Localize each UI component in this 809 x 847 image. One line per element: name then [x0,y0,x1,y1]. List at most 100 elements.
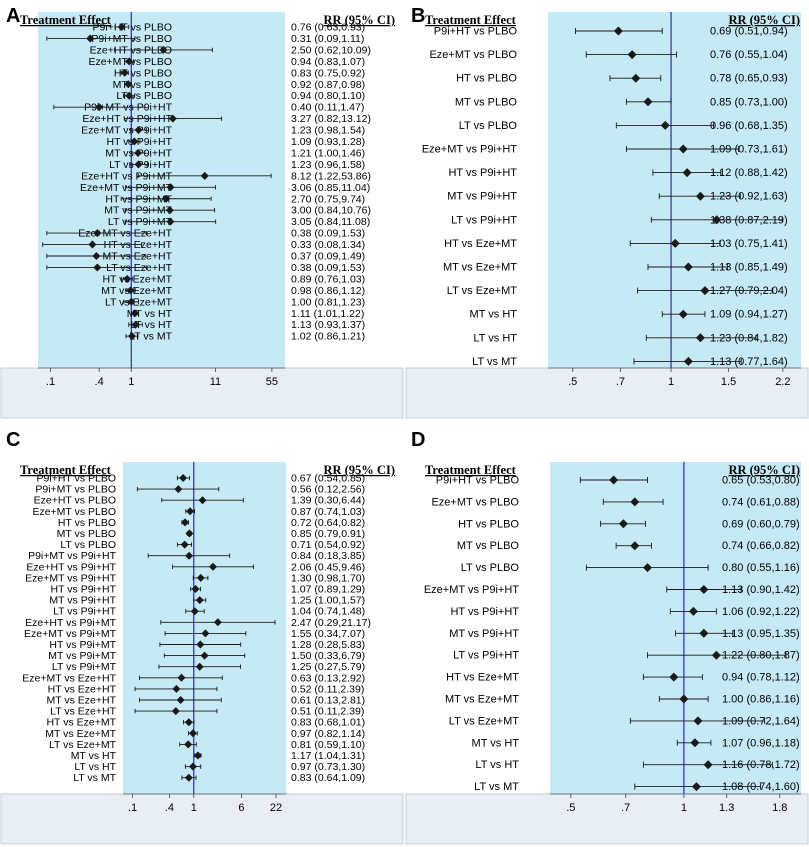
forest-row: MT vs Eze+HT 0.61 (0.13,2.81) [46,695,365,707]
forest-row: MT vs Eze+MT 0.98 (0.86,1.12) [101,285,365,297]
row-rr-ci: 1.13 (0.93,1.37) [291,319,365,331]
forest-row: Eze+MT vs P9i+MT 3.06 (0.85,11.04) [80,182,370,194]
rr-point-marker [669,672,679,682]
row-label: P9i+HT vs PLBO [434,26,518,38]
x-tick-label: 1.3 [719,802,734,814]
row-label: Eze+MT vs P9i+HT [424,584,519,596]
row-label: MT vs HT [470,309,518,321]
forest-row: MT vs HT 1.11 (1.01,1.22) [127,308,365,320]
row-rr-ci: 2.70 (0.75,9.74) [291,193,365,205]
forest-row: HT vs Eze+HT 0.33 (0.08,1.34) [42,239,365,251]
forest-row: LT vs MT 1.02 (0.86,1.21) [125,331,365,343]
forest-row: LT vs P9i+HT 1.23 (0.96,1.58) [109,159,365,171]
rr-point-marker [126,286,135,295]
forest-row: LT vs HT 0.97 (0.73,1.30) [74,761,365,773]
row-label: MT vs Eze+HT [102,251,172,263]
forest-row: P9i+MT vs P9i+HT 0.40 (0.11,1.47) [53,102,364,114]
rr-point-marker [693,716,703,726]
rr-point-marker [643,563,653,573]
row-label: P9i+HT vs PLBO [93,22,172,34]
forest-row: LT vs Eze+MT 0.81 (0.59,1.10) [49,739,365,751]
forest-row: LT vs MT 1.08 (0.74,1.60) [474,781,800,793]
header-rr-ci: RR (95% CI) [728,463,800,477]
rr-point-marker [190,607,199,616]
rr-point-marker [683,262,693,272]
row-rr-ci: 3.00 (0.84,10.76) [291,205,371,217]
row-label: Eze+MT vs P9i+HT [25,572,116,584]
forest-row: LT vs P9i+HT 1.38 (0.87,2.19) [451,214,788,226]
forest-row: HT vs P9i+MT 1.28 (0.28,5.83) [49,639,365,651]
row-label: HT vs P9i+HT [51,584,117,596]
row-rr-ci: 0.65 (0.53,0.80) [722,475,800,487]
row-label: LT vs P9i+MT [108,216,173,228]
row-label: LT vs PLBO [459,120,518,132]
forest-row: LT vs HT 1.16 (0.78,1.72) [475,759,799,771]
x-tick-label: 22 [270,802,282,814]
forest-panel-c: C Treatment Effect RR (95% CI) P9i+HT vs PL… [0,424,404,847]
row-label: Eze+HT vs PLBO [90,44,172,56]
rr-point-marker [120,68,129,77]
forest-row: P9i+HT vs PLBO 0.69 (0.51,0.94) [434,26,788,38]
row-label: MT vs Eze+MT [45,728,116,740]
rr-point-marker [695,191,705,201]
row-rr-ci: 1.23 (0.92,1.63) [710,191,788,203]
row-rr-ci: 1.12 (0.88,1.42) [710,167,788,179]
forest-row: Eze+HT vs P9i+MT 2.47 (0.29,21.17) [25,617,371,629]
header-treatment-effect: Treatment Effect [20,13,112,27]
row-rr-ci: 0.74 (0.61,0.88) [722,496,800,508]
rr-point-marker [117,23,126,31]
forest-row: HT vs PLBO 0.72 (0.64,0.82) [58,517,365,529]
forest-row: HT vs Eze+MT 0.94 (0.78,1.12) [446,672,800,684]
plot-area [550,462,801,794]
x-axis-band [405,367,809,419]
rr-point-marker [670,238,680,248]
rr-point-marker [195,596,204,605]
rr-point-marker [184,718,193,727]
forest-row: MT vs Eze+MT 1.13 (0.85,1.49) [443,262,788,274]
rr-point-marker [176,696,185,704]
rr-point-marker [660,120,670,130]
row-label: LT vs Eze+MT [49,739,117,751]
rr-point-marker [125,91,134,100]
row-label: LT vs PLBO [461,562,520,574]
rr-point-marker [690,738,700,748]
row-rr-ci: 0.72 (0.64,0.82) [291,517,365,529]
row-label: P9i+HT vs PLBO [37,473,116,485]
forest-row: LT vs PLBO 0.71 (0.54,0.92) [60,539,365,551]
x-tick-label: .7 [621,802,630,814]
forest-row: LT vs HT 1.13 (0.93,1.37) [128,319,365,331]
rr-point-marker [184,773,193,782]
row-rr-ci: 0.89 (0.76,1.03) [291,273,365,285]
row-rr-ci: 0.87 (0.74,1.03) [291,506,365,518]
rr-point-marker [683,356,693,366]
forest-row: HT vs PLBO 0.78 (0.65,0.93) [456,73,788,85]
row-rr-ci: 0.94 (0.80,1.10) [291,90,365,102]
rr-point-marker [711,650,721,660]
row-label: LT vs MT [129,331,172,343]
header-treatment-effect: Treatment Effect [425,13,517,27]
row-label: MT vs P9i+MT [104,205,172,217]
rr-point-marker [609,475,619,485]
row-label: LT vs HT [475,759,519,771]
forest-row: Eze+MT vs Eze+HT 0.63 (0.13,2.92) [22,672,365,684]
forest-row: LT vs P9i+HT 1.04 (0.74,1.48) [53,606,365,618]
panel-label: A [6,5,20,27]
row-rr-ci: 1.09 (0.73,1.61) [710,144,788,156]
rr-point-marker [200,171,209,180]
row-rr-ci: 1.00 (0.81,1.23) [291,296,365,308]
rr-point-marker [185,551,194,560]
rr-point-marker [174,485,183,494]
rr-point-marker [134,126,143,135]
row-label: LT vs Eze+HT [106,262,172,274]
row-rr-ci: 0.38 (0.09,1.53) [291,262,365,274]
row-rr-ci: 0.38 (0.09,1.53) [291,228,365,240]
rr-point-marker [613,26,623,36]
row-label: MT vs PLBO [457,540,520,552]
header-rr-ci: RR (95% CI) [323,463,395,477]
header-treatment-effect: Treatment Effect [425,463,517,477]
row-label: MT vs Eze+MT [443,262,517,274]
x-tick-label: .4 [95,376,104,388]
plot-area [123,462,286,794]
row-rr-ci: 0.40 (0.11,1.47) [291,102,364,114]
row-rr-ci: 2.06 (0.45,9.46) [291,561,365,573]
